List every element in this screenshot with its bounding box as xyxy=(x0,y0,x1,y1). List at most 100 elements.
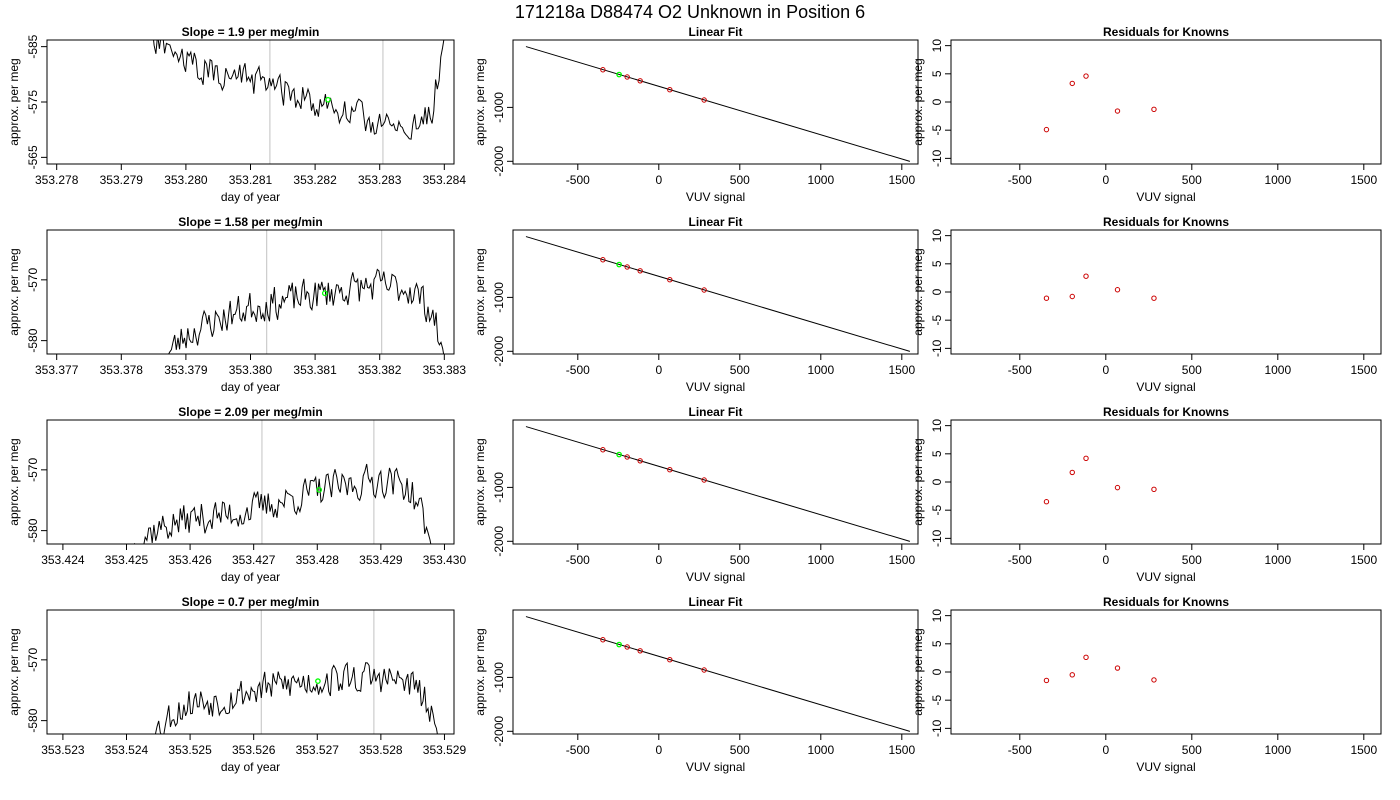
y-tick-label: -580 xyxy=(26,518,40,542)
plot-area xyxy=(1043,654,1157,684)
residual-point xyxy=(1151,295,1157,301)
x-tick-label: 353.281 xyxy=(229,173,273,187)
x-tick-label: 500 xyxy=(1182,363,1202,377)
x-tick-label: 353.528 xyxy=(359,743,403,757)
x-tick-label: -500 xyxy=(1008,553,1032,567)
panel-r2-c3: Residuals for Knowns -500 0 500 1000 1500 -10 -… xyxy=(911,215,1382,394)
y-axis-label: approx. per meg xyxy=(7,438,21,525)
plot-area xyxy=(154,610,438,734)
x-tick-label: 1500 xyxy=(1350,743,1377,757)
plot-frame xyxy=(512,39,919,165)
unknown-point xyxy=(616,451,622,458)
x-axis-label: VUV signal xyxy=(1136,380,1195,394)
residual-point xyxy=(1114,287,1121,293)
known-point xyxy=(624,454,630,460)
x-axis-label: day of year xyxy=(221,380,280,394)
fit-line xyxy=(525,236,911,352)
x-tick-label: 0 xyxy=(1102,743,1109,757)
fit-line xyxy=(525,426,911,542)
x-tick-label: 353.426 xyxy=(168,553,212,567)
x-axis-label: VUV signal xyxy=(686,190,745,204)
x-tick-label: 353.428 xyxy=(296,553,340,567)
residual-point xyxy=(1083,455,1089,462)
plot-area xyxy=(525,616,911,732)
x-tick-label: 500 xyxy=(1182,743,1202,757)
x-tick-label: 353.380 xyxy=(229,363,273,377)
residual-point xyxy=(1151,486,1157,493)
unknown-point xyxy=(321,290,328,297)
known-point xyxy=(667,87,673,93)
x-tick-label: -500 xyxy=(566,363,590,377)
x-tick-label: 353.280 xyxy=(164,173,208,187)
y-axis-label: approx. per meg xyxy=(7,58,21,145)
plot-area xyxy=(1043,273,1157,301)
panel-title: Linear Fit xyxy=(688,595,742,609)
x-axis-label: VUV signal xyxy=(686,380,745,394)
panel-title: Slope = 0.7 per meg/min xyxy=(182,595,320,609)
x-tick-label: 353.525 xyxy=(168,743,212,757)
known-point xyxy=(637,648,643,654)
y-tick-label: -1000 xyxy=(492,472,506,503)
x-tick-label: 1000 xyxy=(807,743,834,757)
x-tick-label: 500 xyxy=(730,363,750,377)
y-axis-label: approx. per meg xyxy=(911,58,925,145)
x-tick-label: 353.529 xyxy=(423,743,467,757)
residual-point xyxy=(1114,484,1121,491)
y-tick-label: -10 xyxy=(930,339,944,357)
y-tick-label: 5 xyxy=(930,450,944,457)
y-axis-label: approx. per meg xyxy=(7,248,21,335)
known-point xyxy=(667,467,673,473)
unknown-point xyxy=(616,641,622,648)
x-tick-label: 353.284 xyxy=(423,173,467,187)
x-tick-label: 353.278 xyxy=(35,173,79,187)
known-point xyxy=(667,657,673,663)
plot-frame xyxy=(950,419,1382,545)
x-tick-label: 0 xyxy=(1102,173,1109,187)
y-tick-label: 10 xyxy=(930,39,944,53)
x-tick-label: 1000 xyxy=(1264,363,1291,377)
plot-area xyxy=(133,420,432,544)
y-axis-label: approx. per meg xyxy=(911,248,925,335)
y-tick-label: 10 xyxy=(930,609,944,623)
y-tick-label: 0 xyxy=(930,668,944,675)
known-point xyxy=(637,458,643,464)
panel-title: Residuals for Knowns xyxy=(1103,25,1229,39)
y-axis-label: approx. per meg xyxy=(911,628,925,715)
unknown-point xyxy=(315,678,321,684)
y-axis-label: approx. per meg xyxy=(7,628,21,715)
data-trace xyxy=(168,268,445,354)
y-tick-label: -575 xyxy=(26,90,40,114)
known-point xyxy=(600,67,606,73)
y-tick-label: -5 xyxy=(930,125,944,136)
x-axis-label: day of year xyxy=(221,190,280,204)
panel-r3-c3: Residuals for Knowns -500 0 500 1000 1500 -10 -… xyxy=(911,405,1382,584)
x-tick-label: 353.427 xyxy=(232,553,276,567)
y-axis-label: approx. per meg xyxy=(911,438,925,525)
x-tick-label: 0 xyxy=(655,363,662,377)
y-tick-label: -565 xyxy=(26,145,40,169)
plot-frame xyxy=(512,229,919,355)
panel-r1-c2: Linear Fit -500 0 500 1000 1500 -1000 -2000 VUV … xyxy=(473,25,919,204)
data-trace xyxy=(133,463,432,544)
panel-r2-c1: Slope = 1.58 per meg/min 353.377 353.378 35… xyxy=(7,215,466,394)
y-axis-label: approx. per meg xyxy=(473,438,487,525)
x-tick-label: 1500 xyxy=(888,553,915,567)
x-tick-label: -500 xyxy=(566,743,590,757)
residual-point xyxy=(1069,80,1075,87)
plot-frame xyxy=(512,609,919,735)
unknown-point xyxy=(616,261,622,268)
known-point xyxy=(701,97,707,103)
x-tick-label: 0 xyxy=(655,553,662,567)
panel-r3-c1: Slope = 2.09 per meg/min 353.424 353.425 35… xyxy=(7,405,466,584)
known-point xyxy=(600,637,606,643)
y-tick-label: 5 xyxy=(930,260,944,267)
x-tick-label: 353.526 xyxy=(232,743,276,757)
x-tick-label: 500 xyxy=(1182,553,1202,567)
x-tick-label: -500 xyxy=(566,553,590,567)
y-axis-label: approx. per meg xyxy=(473,58,487,145)
plot-frame xyxy=(46,609,455,735)
x-tick-label: 353.377 xyxy=(35,363,79,377)
plot-frame xyxy=(950,609,1382,735)
x-tick-label: 0 xyxy=(1102,553,1109,567)
